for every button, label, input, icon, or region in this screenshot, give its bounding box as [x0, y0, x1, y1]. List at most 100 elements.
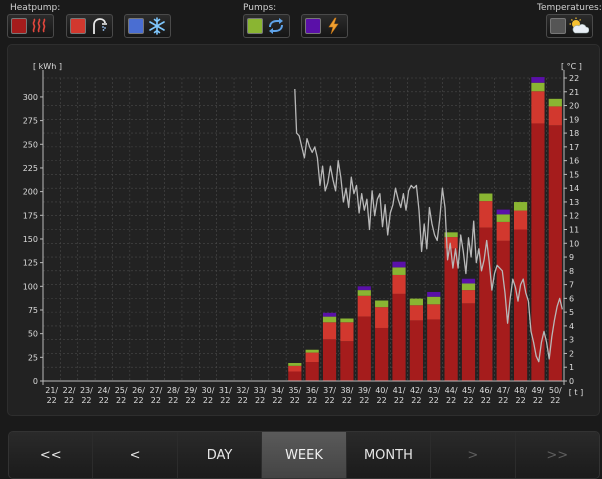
x-tick-label-year: 22: [151, 396, 161, 405]
x-tick-label-year: 22: [377, 396, 387, 405]
hot-water-toggle-button[interactable]: [66, 14, 113, 38]
y-right-tick-label: 17: [569, 143, 579, 152]
bar-segment: [305, 349, 319, 353]
heating-toggle-button[interactable]: [7, 14, 54, 38]
bar-segment: [461, 303, 476, 381]
x-tick-label: 32/: [236, 386, 249, 395]
x-tick-label-year: 22: [515, 396, 525, 405]
x-tick-label-year: 22: [394, 396, 404, 405]
x-tick-label-year: 22: [324, 396, 334, 405]
first-period-button[interactable]: <<: [9, 432, 94, 478]
x-tick-label: 34/: [271, 386, 284, 395]
week-view-button[interactable]: WEEK: [262, 432, 347, 478]
bar-segment: [288, 365, 302, 372]
next-period-button[interactable]: >: [431, 432, 516, 478]
cooling-swatch: [128, 18, 144, 34]
x-tick-label: 23/: [80, 386, 93, 395]
y-right-tick-label: 14: [569, 184, 579, 193]
bar-segment: [340, 341, 354, 381]
y-right-tick-label: 9: [569, 253, 574, 262]
x-tick-label-year: 22: [168, 396, 178, 405]
x-tick-label: 49/: [532, 386, 545, 395]
x-tick-label: 44/: [445, 386, 458, 395]
bar-segment: [357, 316, 371, 381]
last-period-button[interactable]: >>: [515, 432, 599, 478]
hot-water-swatch: [70, 18, 86, 34]
y-right-tick-label: 21: [569, 88, 579, 97]
x-tick-label: 31/: [219, 386, 232, 395]
y-right-tick-label: 16: [569, 157, 579, 166]
x-tick-label-year: 22: [238, 396, 248, 405]
x-tick-label: 29/: [184, 386, 197, 395]
bar-segment: [444, 232, 458, 238]
y-right-tick-label: 11: [569, 226, 579, 235]
bar-segment: [444, 248, 458, 381]
y-left-tick-label: 50: [28, 330, 38, 339]
period-navigation: << < DAY WEEK MONTH > >>: [8, 431, 600, 479]
x-tick-label-year: 22: [220, 396, 230, 405]
compressor-power-toggle-button[interactable]: [301, 14, 348, 38]
previous-period-button[interactable]: <: [93, 432, 178, 478]
bar-segment: [305, 352, 319, 363]
bar-segment: [548, 98, 562, 107]
heating-waves-icon: [30, 17, 50, 35]
bar-segment: [531, 82, 545, 92]
bar-segment: [479, 201, 493, 228]
x-tick-label-year: 22: [429, 396, 439, 405]
x-tick-label: 36/: [306, 386, 319, 395]
bar-segment: [444, 237, 458, 249]
y-right-tick-label: 20: [569, 102, 579, 111]
x-tick-label-year: 22: [81, 396, 91, 405]
x-tick-label-year: 22: [481, 396, 491, 405]
pumps-label: Pumps:: [243, 3, 277, 13]
circulation-pump-toggle-button[interactable]: [243, 14, 290, 38]
bar-segment: [392, 274, 406, 294]
bar-segment: [322, 312, 337, 317]
month-view-button[interactable]: MONTH: [346, 432, 432, 478]
snowflake-icon: [147, 17, 167, 35]
y-right-tick-label: 22: [569, 74, 579, 83]
day-view-button[interactable]: DAY: [177, 432, 263, 478]
x-tick-label-year: 22: [290, 396, 300, 405]
y-right-tick-label: 18: [569, 129, 579, 138]
x-tick-label: 43/: [427, 386, 440, 395]
x-tick-label-year: 22: [133, 396, 143, 405]
bar-segment: [340, 322, 354, 342]
bar-segment: [392, 261, 406, 268]
y-left-tick-label: 125: [23, 259, 38, 268]
bar-segment: [531, 77, 545, 83]
x-tick-label: 33/: [254, 386, 267, 395]
y-left-tick-label: 200: [23, 188, 38, 197]
bar-segment: [513, 229, 528, 381]
bar-segment: [427, 304, 441, 320]
bar-segment: [427, 319, 441, 381]
y-right-tick-label: 4: [569, 322, 574, 331]
x-tick-label: 47/: [497, 386, 510, 395]
x-tick-label: 26/: [132, 386, 145, 395]
bar-segment: [288, 371, 302, 381]
y-left-unit-label: [ kWh ]: [33, 62, 62, 71]
bar-segment: [496, 209, 510, 215]
x-tick-label-year: 22: [64, 396, 74, 405]
bar-segment: [357, 295, 371, 317]
bar-segment: [375, 307, 389, 328]
x-tick-label: 45/: [462, 386, 475, 395]
y-right-tick-label: 8: [569, 267, 574, 276]
x-tick-label-year: 22: [99, 396, 109, 405]
y-left-tick-label: 0: [33, 377, 38, 386]
bar-segment: [427, 291, 441, 297]
x-tick-label: 41/: [393, 386, 406, 395]
x-tick-label-year: 22: [446, 396, 456, 405]
x-tick-label-year: 22: [498, 396, 508, 405]
temperature-toggle-button[interactable]: [546, 14, 593, 38]
cooling-toggle-button[interactable]: [124, 14, 171, 38]
bar-segment: [496, 221, 510, 241]
x-tick-label: 46/: [479, 386, 492, 395]
x-tick-label: 42/: [410, 386, 423, 395]
chart-bars: [288, 77, 562, 381]
bar-segment: [392, 293, 406, 381]
y-right-tick-label: 12: [569, 212, 579, 221]
temperature-line: [294, 88, 563, 363]
temperature-swatch: [550, 18, 566, 34]
x-tick-label-year: 22: [550, 396, 560, 405]
